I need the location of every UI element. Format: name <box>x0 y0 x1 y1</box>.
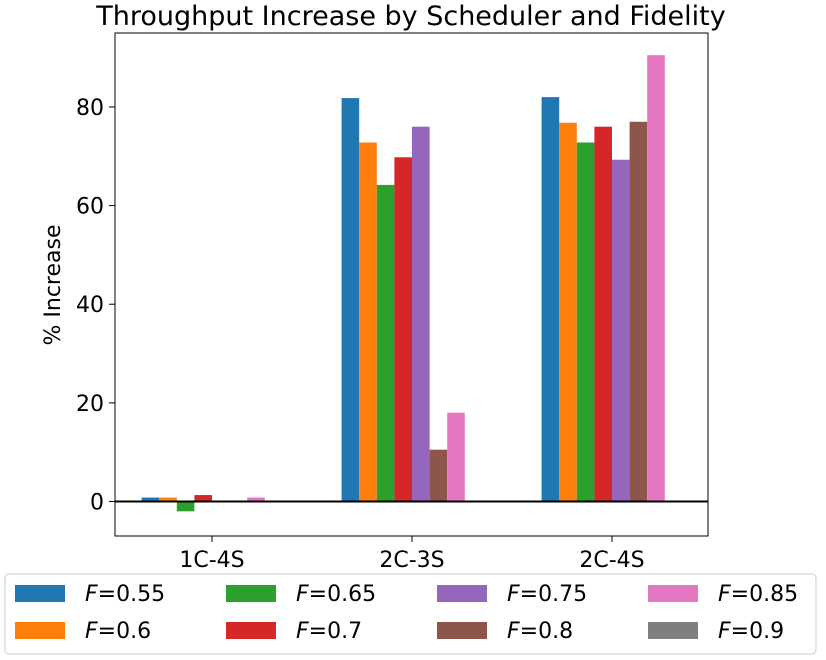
bar-1c-4s-0 <box>141 497 160 502</box>
x-tick-label: 2C-4S <box>579 548 644 573</box>
plot-frame <box>114 32 709 537</box>
bar-2c-3s-2 <box>376 184 395 502</box>
legend-label: F=0.55 <box>85 582 165 607</box>
bars-group <box>141 55 665 512</box>
legend-box <box>4 573 817 655</box>
y-tick-label: 60 <box>76 195 104 220</box>
legend-swatch <box>648 585 698 602</box>
bar-2c-3s-3 <box>394 157 412 502</box>
bar-2c-4s-5 <box>629 121 648 502</box>
y-axis-label: % Increase <box>41 225 66 346</box>
bar-2c-4s-4 <box>612 159 630 502</box>
bar-2c-4s-1 <box>559 122 577 502</box>
x-tick-label: 1C-4S <box>179 548 244 573</box>
x-tick-label: 2C-3S <box>379 548 444 573</box>
bar-2c-4s-3 <box>594 126 612 502</box>
y-tick-label: 0 <box>90 490 104 515</box>
bar-2c-3s-1 <box>359 142 377 502</box>
bar-2c-3s-4 <box>412 126 430 502</box>
legend-swatch <box>437 585 487 602</box>
legend: F=0.55 F=0.6 F=0.65 F=0.7 F=0.75 F=0.8 F=0.85 F… <box>4 573 817 655</box>
bar-2c-3s-0 <box>341 98 360 502</box>
bar-1c-4s-6 <box>247 497 265 502</box>
bar-1c-4s-1 <box>159 497 177 502</box>
y-tick-label: 40 <box>76 293 104 318</box>
bar-2c-3s-5 <box>429 449 448 502</box>
legend-label: F=0.9 <box>718 619 784 644</box>
axes-group: 1C-4S 2C-3S 2C-4S 0 20 40 60 80 <box>76 32 709 573</box>
bar-2c-3s-6 <box>447 412 465 502</box>
legend-label: F=0.8 <box>507 619 573 644</box>
bar-1c-4s-2 <box>176 501 195 512</box>
legend-swatch <box>226 585 276 602</box>
y-tick-label: 20 <box>76 392 104 417</box>
legend-swatch <box>226 622 276 639</box>
legend-label: F=0.7 <box>296 619 362 644</box>
bar-2c-4s-2 <box>576 142 595 502</box>
legend-label: F=0.6 <box>85 619 151 644</box>
bar-2c-4s-0 <box>541 97 560 502</box>
y-tick-label: 80 <box>76 96 104 121</box>
legend-label: F=0.75 <box>507 582 587 607</box>
legend-label: F=0.65 <box>296 582 376 607</box>
bar-2c-4s-6 <box>647 55 665 502</box>
legend-swatch <box>437 622 487 639</box>
legend-label: F=0.85 <box>718 582 798 607</box>
legend-swatch <box>648 622 698 639</box>
legend-swatch <box>15 622 65 639</box>
bar-1c-4s-3 <box>194 495 212 502</box>
legend-swatch <box>15 585 65 602</box>
chart-title: Throughput Increase by Scheduler and Fid… <box>95 1 725 32</box>
